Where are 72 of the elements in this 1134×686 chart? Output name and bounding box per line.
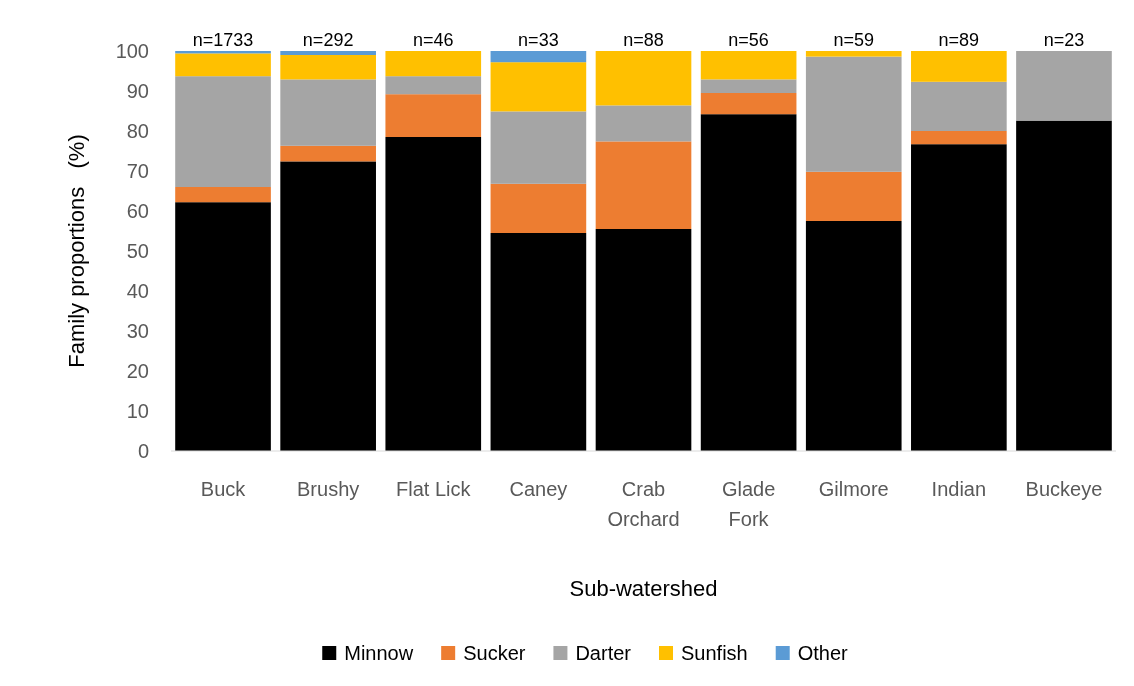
y-tick-label: 60	[126, 200, 149, 222]
annotation: n=33	[518, 30, 559, 50]
bar	[595, 51, 692, 106]
bar	[385, 51, 482, 77]
bar	[805, 171, 902, 221]
annotation: n=23	[1043, 30, 1085, 50]
x-tick-label: Buckeye	[1025, 478, 1103, 500]
bar	[700, 93, 797, 115]
bar	[805, 221, 902, 451]
bar	[175, 187, 271, 203]
x-axis-title: Sub-watershed	[569, 576, 718, 601]
y-axis-title: Family proportions (%)	[64, 134, 89, 368]
bar	[385, 94, 482, 137]
bar	[490, 183, 587, 233]
y-tick-label: 20	[126, 360, 149, 382]
bar	[280, 51, 376, 55]
legend-label: Minnow	[344, 642, 414, 664]
legend-label: Sucker	[463, 642, 526, 664]
y-tick-label: 0	[137, 440, 149, 462]
annotation: n=1733	[192, 30, 254, 50]
bar	[700, 114, 797, 451]
bar	[700, 79, 797, 93]
bar	[1016, 120, 1112, 451]
bar	[280, 145, 376, 162]
annotation: n=59	[833, 30, 875, 50]
bar	[805, 56, 902, 172]
bar	[280, 79, 376, 146]
bar	[700, 51, 797, 80]
y-tick-label: 10	[126, 400, 149, 422]
bar	[175, 53, 271, 77]
y-tick-label: 90	[126, 80, 149, 102]
x-tick-label: Brushy	[297, 478, 360, 500]
annotation: n=46	[412, 30, 454, 50]
y-tick-label: 80	[126, 120, 149, 142]
bar	[490, 111, 587, 184]
y-tick-label: 70	[126, 160, 149, 182]
bar	[280, 161, 376, 451]
bar	[490, 233, 587, 451]
bar	[385, 137, 482, 451]
y-tick-label: 40	[126, 280, 149, 302]
annotation: n=89	[938, 30, 980, 50]
annotation: n=56	[728, 30, 769, 50]
x-tick-label: Indian	[931, 478, 987, 500]
bar	[595, 141, 692, 229]
x-tick-label: Glade Fork	[721, 478, 776, 530]
bar	[595, 229, 692, 451]
x-tick-label: Crab Orchard	[607, 478, 680, 530]
y-tick-label: 100	[115, 40, 149, 62]
bar	[911, 81, 1007, 131]
bar	[911, 51, 1007, 82]
annotation: n=292	[302, 30, 354, 50]
bar	[280, 55, 376, 80]
bar	[490, 51, 587, 63]
x-tick-label: Gilmore	[818, 478, 889, 500]
x-tick-label: Flat Lick	[396, 478, 472, 500]
bar	[595, 105, 692, 142]
legend-label: Other	[797, 642, 849, 664]
y-tick-label: 30	[126, 320, 149, 342]
bar	[1016, 51, 1112, 121]
bar	[490, 62, 587, 112]
bar	[911, 144, 1007, 451]
bar	[911, 131, 1007, 145]
annotation: n=88	[623, 30, 664, 50]
x-tick-label: Buck	[200, 478, 247, 500]
x-tick-label: Caney	[509, 478, 568, 500]
bar	[175, 202, 271, 451]
legend-label: Sunfish	[681, 642, 748, 664]
legend-label: Darter	[575, 642, 632, 664]
bar	[805, 51, 902, 57]
bar	[175, 76, 271, 187]
y-tick-label: 50	[126, 240, 149, 262]
bar	[385, 76, 482, 95]
